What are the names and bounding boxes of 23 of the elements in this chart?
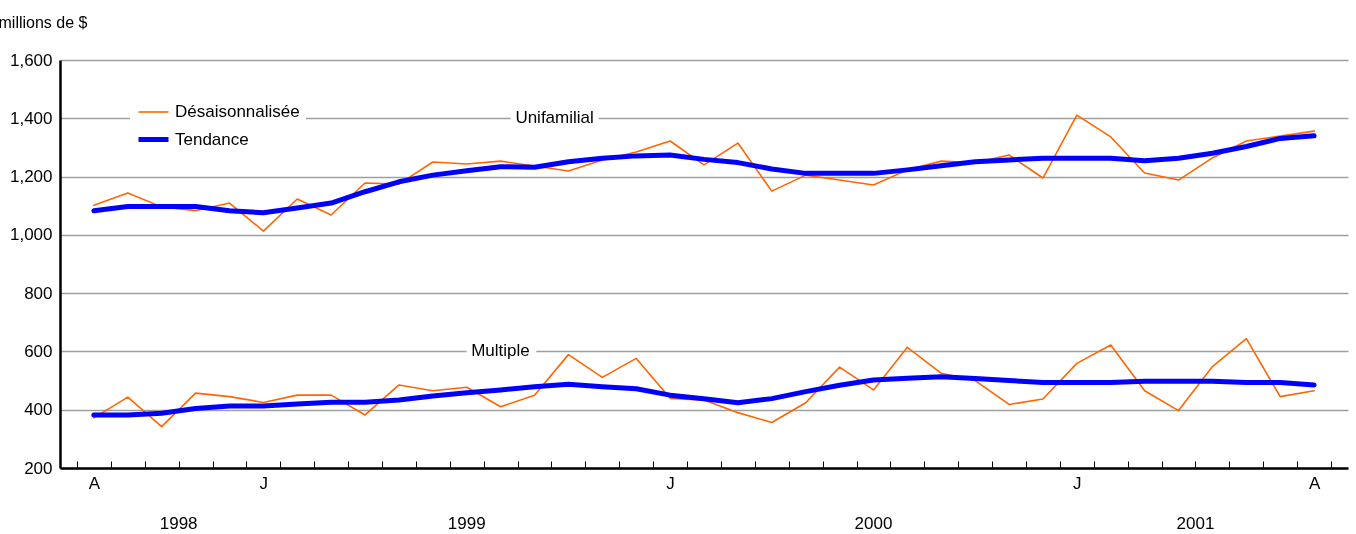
text: 2001 (1176, 514, 1215, 533)
legend-label: Désaisonnalisée (175, 102, 300, 121)
y-tick-label: 600 (24, 341, 53, 361)
text: 2000 (854, 514, 893, 533)
y-tick-label: 800 (24, 283, 53, 303)
x-tick-label: A (88, 473, 101, 493)
text: 1999 (447, 514, 486, 533)
x-tick-label: J (1073, 473, 1082, 493)
legend-label: Tendance (175, 129, 249, 149)
line-series (93, 337, 1315, 428)
x-tick-label: J (259, 473, 269, 493)
x-tick-label: A (1308, 473, 1321, 493)
y-tick-label: 400 (24, 400, 53, 420)
text: 1998 (159, 514, 198, 533)
y-tick-label: 1,600 (9, 50, 53, 70)
annotation: Unifamilial (515, 108, 594, 128)
y-tick-label: 1,200 (9, 167, 53, 187)
y-axis-title: millions de $ (0, 13, 88, 31)
y-tick-label: 1,400 (9, 108, 53, 128)
annotation: Multiple (471, 341, 530, 361)
y-tick-label: 200 (24, 458, 53, 478)
x-tick-label: J (666, 473, 675, 493)
y-tick-label: 1,000 (9, 225, 53, 245)
